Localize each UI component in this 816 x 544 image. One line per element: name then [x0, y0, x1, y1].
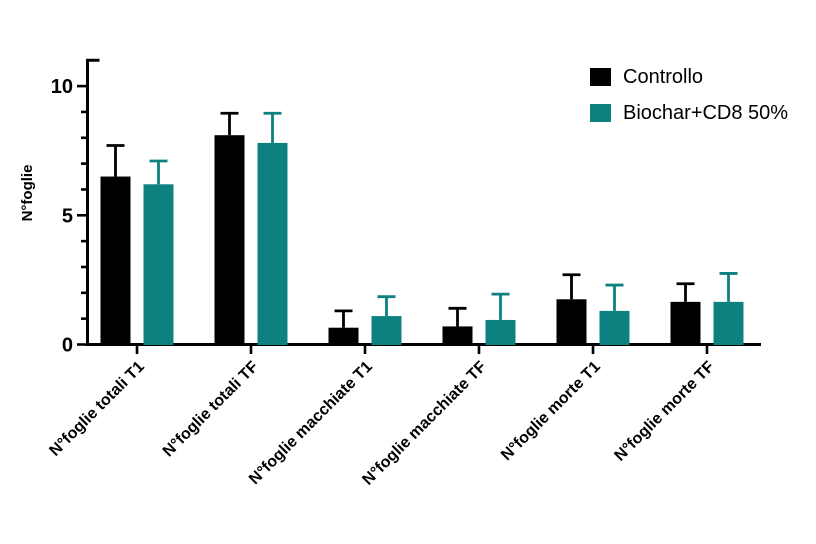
bar-series2-group1 — [143, 184, 174, 345]
bar-series1-group3 — [328, 327, 359, 345]
bar-series2-group3 — [371, 316, 402, 345]
bar-series2-group6 — [713, 301, 744, 345]
legend-swatch-controllo — [590, 68, 611, 86]
bar-series1-group1 — [100, 176, 131, 345]
y-axis-title: N°foglie — [19, 165, 36, 222]
legend-label: Biochar+CD8 50% — [623, 102, 788, 124]
bar-series1-group5 — [556, 299, 587, 345]
x-tick-label: N°foglie macchiate T1 — [246, 358, 376, 488]
y-tick-label: 5 — [62, 205, 73, 227]
legend-label: Controllo — [623, 66, 703, 88]
x-tick-label: N°foglie totali T1 — [46, 358, 147, 459]
bar-series1-group6 — [670, 301, 701, 345]
x-tick-label: N°foglie totali TF — [160, 358, 262, 460]
x-tick-label: N°foglie morte T1 — [498, 358, 604, 464]
bar-series1-group2 — [214, 135, 245, 345]
y-tick-label: 0 — [62, 335, 73, 357]
y-tick-label: 10 — [51, 76, 73, 98]
bar-series2-group2 — [257, 142, 288, 345]
bar-series2-group5 — [599, 310, 630, 345]
legend-swatch-biochar — [590, 104, 611, 122]
x-tick-label: N°foglie morte TF — [611, 358, 718, 465]
x-tick-label: N°foglie macchiate TF — [359, 358, 489, 488]
bar-series2-group4 — [485, 319, 516, 345]
bar-series1-group4 — [442, 326, 473, 345]
